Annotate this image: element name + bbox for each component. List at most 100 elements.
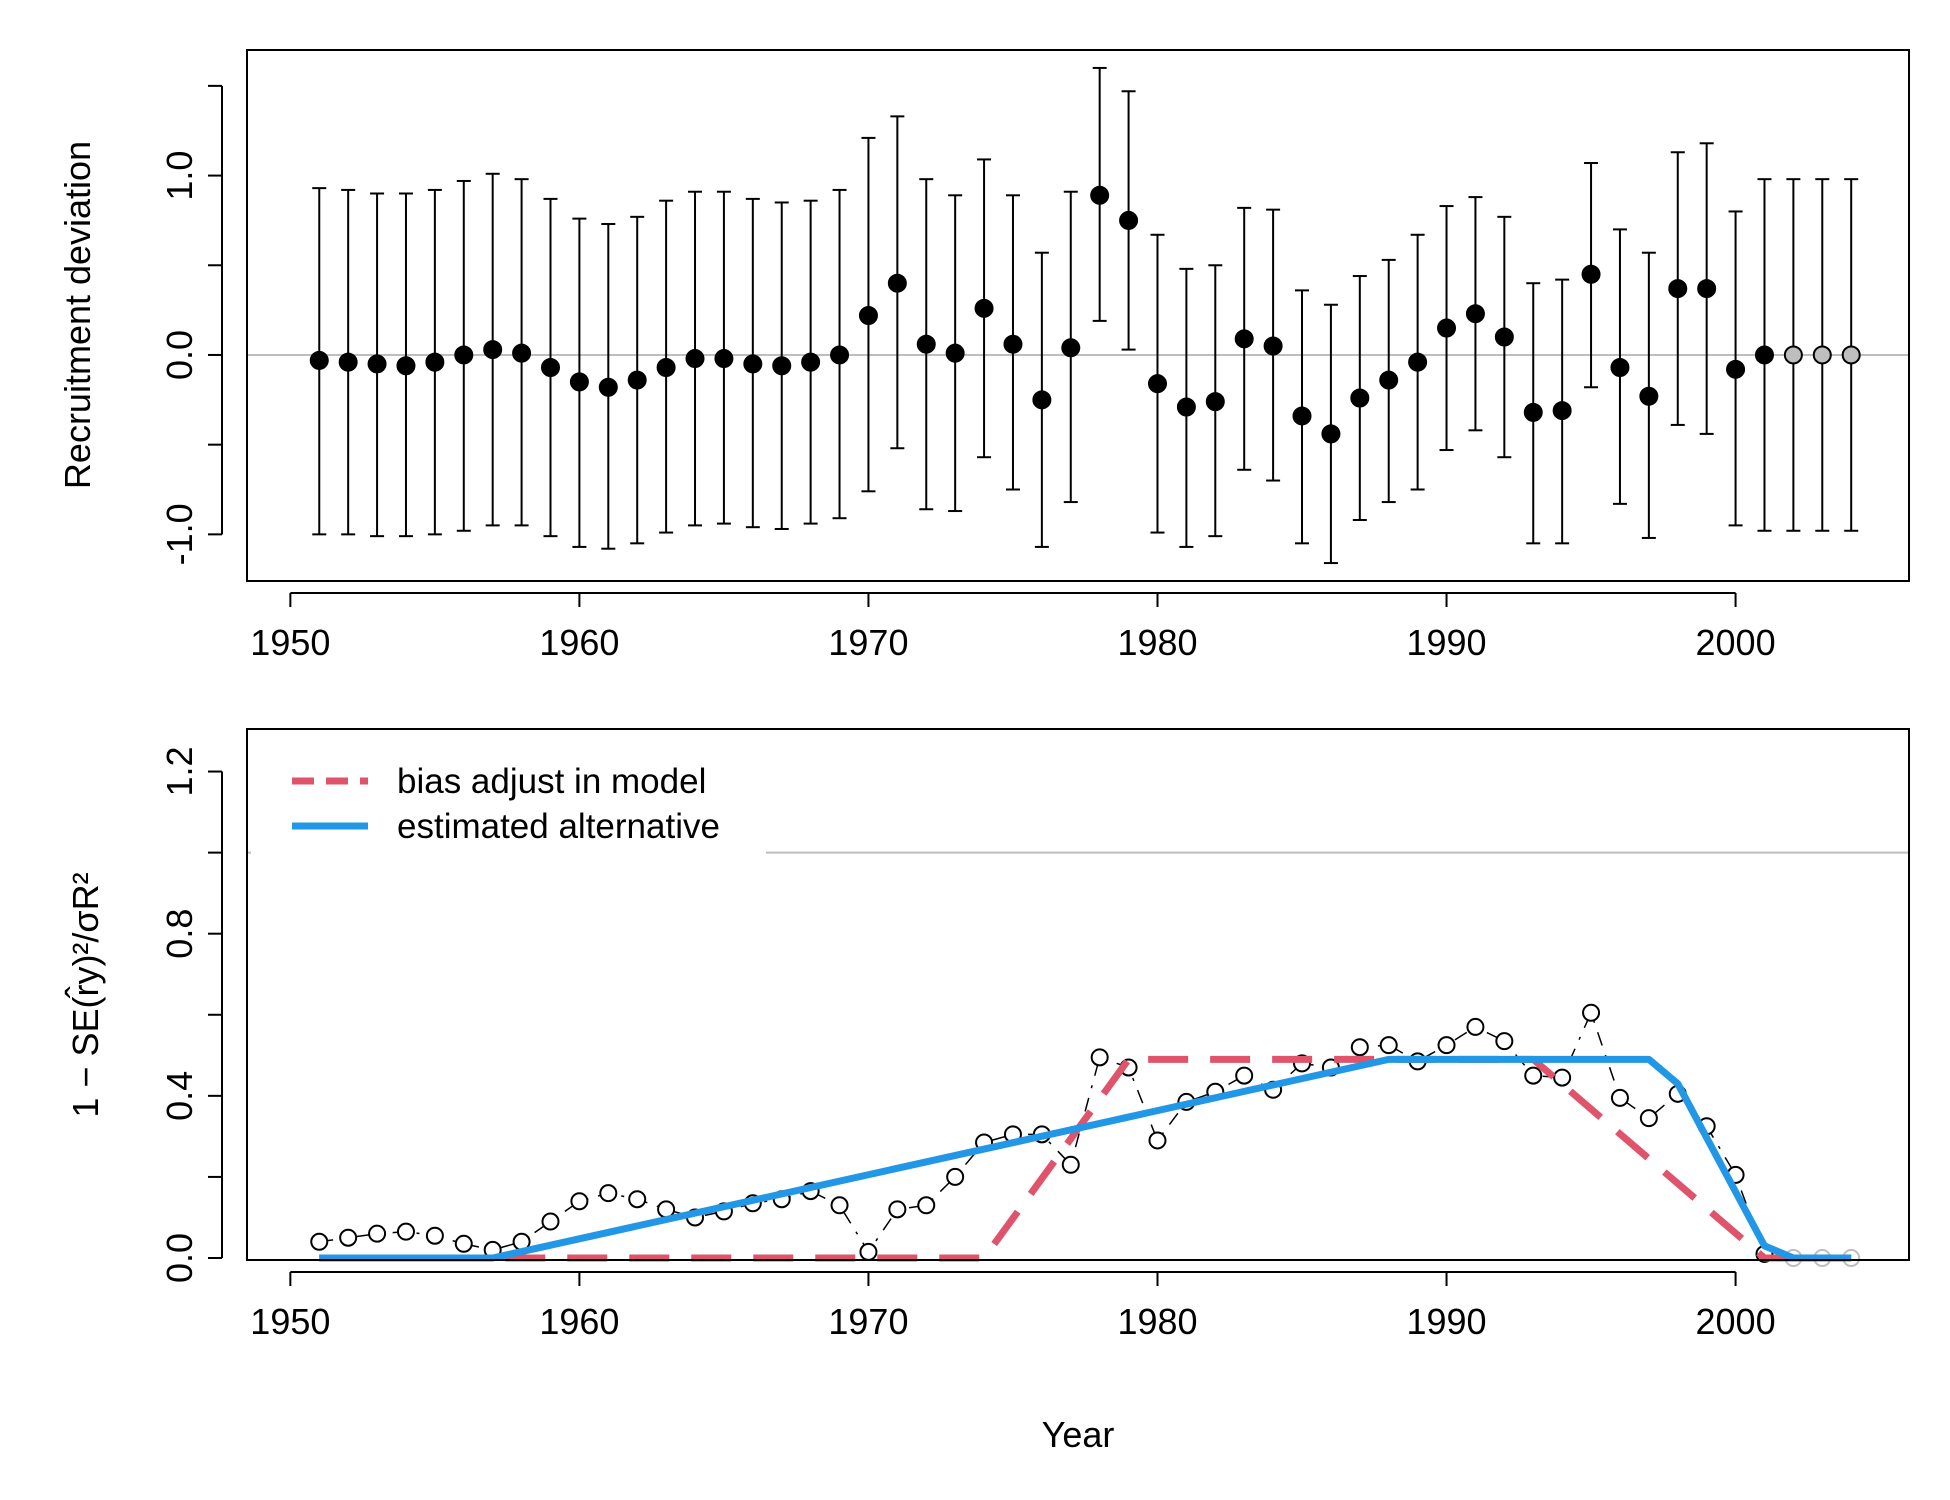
se-ratio-point (339, 1228, 358, 1247)
deviation-point (1379, 370, 1399, 390)
deviation-point (454, 345, 474, 365)
adjustment-lines (319, 1055, 1852, 1262)
se-ratio-point (830, 1196, 849, 1215)
x-tick-label: 1950 (250, 622, 330, 663)
y-axis-label: Recruitment deviation (57, 141, 98, 489)
deviation-point (309, 350, 329, 370)
deviation-points (309, 185, 1861, 444)
se-ratio-point (1639, 1109, 1658, 1128)
deviation-point (1408, 352, 1428, 372)
legend-background (251, 747, 766, 871)
plot-frame (246, 49, 1910, 582)
deviation-point (1292, 406, 1312, 426)
deviation-point (887, 273, 907, 293)
deviation-point (1465, 304, 1485, 324)
y-axis: 0.0 0.4 0.8 1.2 (159, 747, 223, 1283)
deviation-point (627, 370, 647, 390)
plot-frame (246, 728, 1910, 1261)
deviation-point (656, 358, 676, 378)
deviation-point (1147, 374, 1167, 394)
deviation-point (1205, 392, 1225, 412)
x-tick-label: 1970 (828, 622, 908, 663)
deviation-point (338, 352, 358, 372)
deviation-point (743, 354, 763, 374)
deviation-point (367, 354, 387, 374)
x-tick-label: 1960 (539, 622, 619, 663)
y-axis-label: 1 − SE(r̂y)²/σR² (63, 872, 106, 1117)
y-tick-label: 1.2 (159, 747, 200, 797)
deviation-point (974, 298, 994, 318)
se-ratio-point (1148, 1131, 1167, 1150)
se-ratio-point (888, 1200, 907, 1219)
se-ratio-point (1379, 1036, 1398, 1055)
se-ratio-point (541, 1212, 560, 1231)
se-ratio-point (454, 1234, 473, 1253)
se-ratio-point (1235, 1066, 1254, 1085)
deviation-point (1321, 424, 1341, 444)
deviation-point (1610, 358, 1630, 378)
deviation-point (1119, 210, 1139, 230)
se-ratio-point (1495, 1032, 1514, 1051)
se-ratio-point (1610, 1088, 1629, 1107)
se-ratio-point (917, 1196, 936, 1215)
deviation-point (1494, 327, 1514, 347)
se-ratio-point (1582, 1003, 1601, 1022)
deviation-point (1552, 401, 1572, 421)
deviation-point (685, 349, 705, 369)
se-ratio-point (1553, 1068, 1572, 1087)
deviation-point (1090, 185, 1110, 205)
deviation-point (916, 334, 936, 354)
bias-adjust-line (319, 1055, 1852, 1262)
x-tick-label: 1950 (250, 1301, 330, 1342)
deviation-point (1350, 388, 1370, 408)
deviation-point (598, 377, 618, 397)
se-ratio-point (425, 1226, 444, 1245)
deviation-point (512, 343, 532, 363)
deviation-point (1726, 359, 1746, 379)
x-tick-label: 1990 (1406, 622, 1486, 663)
deviation-point (830, 345, 850, 365)
deviation-point (1639, 386, 1659, 406)
deviation-point (714, 349, 734, 369)
deviation-point (1523, 402, 1543, 422)
x-tick-label: 1980 (1117, 622, 1197, 663)
x-tick-label: 1980 (1117, 1301, 1197, 1342)
x-tick-label: 1960 (539, 1301, 619, 1342)
se-ratio-point (1524, 1066, 1543, 1085)
deviation-point (945, 343, 965, 363)
deviation-point (1754, 345, 1774, 365)
deviation-point (801, 352, 821, 372)
legend: bias adjust in model estimated alternati… (292, 762, 720, 846)
deviation-point (1668, 279, 1688, 299)
bias-adjustment-panel: bias adjust in model estimated alternati… (63, 728, 1910, 1455)
se-ratio-point (1350, 1038, 1369, 1057)
estimated-alternative-line (319, 1055, 1852, 1262)
deviation-point (1437, 318, 1457, 338)
deviation-point (483, 340, 503, 360)
deviation-point (540, 358, 560, 378)
se-ratio-point (310, 1232, 329, 1251)
x-tick-label: 1990 (1406, 1301, 1486, 1342)
deviation-point (1234, 329, 1254, 349)
deviation-point (1697, 279, 1717, 299)
se-ratio-point (628, 1190, 647, 1209)
legend-label-bias: bias adjust in model (397, 762, 706, 801)
x-tick-label: 2000 (1696, 622, 1776, 663)
se-ratio-point (1090, 1048, 1109, 1067)
se-ratio-point (1437, 1036, 1456, 1055)
y-tick-label: -1.0 (159, 503, 200, 565)
deviation-point (1003, 334, 1023, 354)
se-ratio-point (1061, 1155, 1080, 1174)
deviation-point (858, 306, 878, 325)
deviation-point (569, 372, 589, 392)
x-axis-label: Year (1042, 1414, 1115, 1455)
forecast-point (1783, 345, 1803, 365)
y-tick-label: 1.0 (159, 151, 200, 201)
deviation-point (1176, 397, 1196, 417)
y-tick-label: 0.0 (159, 330, 200, 380)
error-bars (312, 66, 1859, 565)
deviation-point (772, 356, 792, 376)
y-axis: -1.0 0.0 1.0 (159, 84, 223, 565)
deviation-point (396, 356, 416, 376)
